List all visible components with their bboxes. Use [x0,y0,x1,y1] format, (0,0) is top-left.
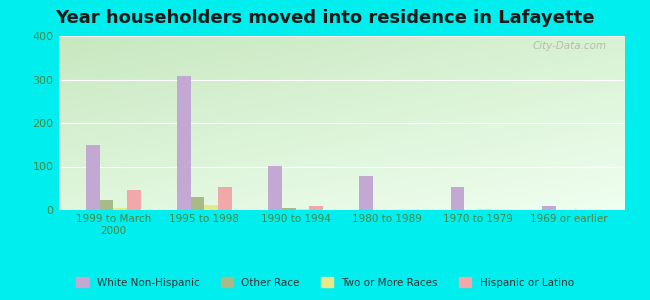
Bar [296,209,309,210]
Bar [309,206,323,210]
Text: Year householders moved into residence in Lafayette: Year householders moved into residence i… [55,9,595,27]
Bar [177,76,190,210]
Bar [268,166,282,210]
Legend: White Non-Hispanic, Other Race, Two or More Races, Hispanic or Latino: White Non-Hispanic, Other Race, Two or M… [72,273,578,292]
Bar [282,208,296,210]
Bar [99,200,113,210]
Bar [113,208,127,210]
Bar [450,187,464,210]
Bar [127,190,140,210]
Bar [205,205,218,210]
Bar [86,145,99,210]
Text: City-Data.com: City-Data.com [533,41,607,51]
Bar [542,206,556,210]
Bar [359,176,373,210]
Bar [478,209,492,210]
Bar [218,187,232,210]
Bar [190,197,205,210]
